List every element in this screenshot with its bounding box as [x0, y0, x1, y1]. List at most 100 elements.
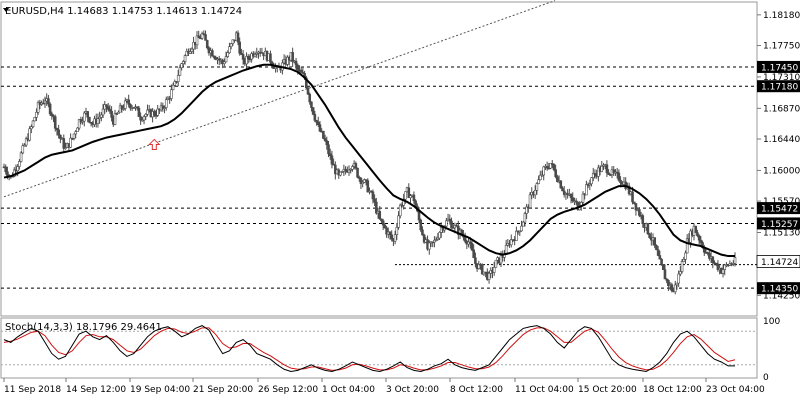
candle-body — [412, 194, 416, 202]
candle-body — [393, 234, 397, 242]
candle-body — [105, 104, 108, 108]
candle-body — [318, 124, 322, 132]
candle-body — [202, 33, 206, 36]
candle-body — [675, 282, 679, 286]
candle-body — [173, 81, 177, 86]
price-tick-label: 1.16000 — [763, 166, 800, 176]
time-tick-label: 14 Sep 12:00 — [66, 385, 126, 395]
candle-body — [229, 43, 233, 48]
candle-body — [253, 54, 257, 57]
level-tag — [757, 202, 800, 215]
candle-body — [86, 111, 89, 118]
candle-body — [171, 84, 175, 91]
candle-body — [188, 51, 192, 54]
time-axis[interactable]: 11 Sep 2018 14 Sep 12:00 19 Sep 04:00 21 Se… — [1, 377, 765, 395]
stochastic-panel[interactable]: 100 0 Stoch(14,3,3) 18.1796 29.4641 — [0, 317, 780, 383]
candle-body — [52, 115, 55, 118]
price-tick-label: 1.14250 — [763, 291, 800, 301]
candle-body — [631, 191, 634, 203]
candle-body — [115, 113, 119, 115]
candle-body — [419, 219, 423, 231]
candle-body — [615, 171, 619, 174]
candle-body — [57, 129, 60, 136]
candle-body — [661, 264, 665, 271]
candle-body — [556, 176, 559, 182]
trendline[interactable] — [3, 0, 556, 198]
candle-body — [576, 201, 580, 211]
candle-body — [223, 61, 226, 64]
candle-body — [545, 166, 549, 169]
moving-average-line — [3, 63, 735, 258]
candle-body — [144, 113, 148, 117]
candle-body — [395, 227, 399, 235]
candle-body — [108, 108, 112, 112]
time-tick-label: 21 Sep 20:00 — [193, 385, 253, 395]
horizontal-levels — [1, 66, 757, 289]
candle-body — [721, 269, 725, 274]
candle-body — [552, 163, 556, 170]
candle-body — [16, 166, 19, 172]
candle-body — [663, 269, 667, 280]
candle-body — [716, 263, 720, 271]
candle-body — [154, 114, 158, 117]
candle-body — [433, 239, 436, 243]
candle-body — [205, 40, 209, 49]
time-tick-label: 23 Oct 04:00 — [706, 385, 765, 395]
candle-body — [182, 61, 185, 64]
candle-body — [525, 206, 528, 214]
candle-body — [605, 164, 609, 174]
time-tick-label: 11 Sep 2018 — [4, 385, 61, 395]
candle-body — [731, 263, 735, 265]
candle-body — [670, 284, 674, 292]
candle-body — [679, 271, 682, 275]
candle-body — [397, 215, 400, 228]
candle-body — [361, 182, 364, 184]
candle-body — [170, 89, 173, 99]
candle-body — [315, 120, 318, 123]
candle-body — [344, 168, 347, 171]
candle-body — [204, 34, 207, 41]
up-arrow-icon — [148, 138, 161, 150]
candle-body — [569, 194, 573, 198]
candle-body — [696, 232, 699, 237]
candle-body — [110, 110, 113, 118]
candle-body — [385, 227, 388, 235]
level-tag — [757, 60, 800, 73]
stochastic-main-line — [3, 325, 735, 373]
candle-body — [450, 220, 453, 229]
candle-body — [50, 113, 54, 117]
candle-body — [383, 224, 387, 229]
stochastic-signal-line — [3, 327, 736, 371]
candle-body — [224, 56, 228, 63]
candle-body — [499, 255, 503, 264]
candle-body — [139, 116, 142, 121]
price-panel[interactable]: 1.18180 1.17750 1.17310 1.16870 1.16440 1.160… — [0, 0, 800, 317]
candle-body — [448, 218, 452, 222]
candle-body — [409, 195, 412, 199]
candle-body — [660, 258, 663, 266]
candle-body — [427, 242, 431, 250]
candle-body — [35, 111, 38, 118]
candle-body — [581, 193, 585, 203]
chevron-down-icon[interactable] — [3, 8, 9, 12]
candle-body — [380, 218, 383, 222]
candle-body — [634, 203, 638, 211]
candle-body — [402, 198, 405, 206]
candle-body — [648, 233, 651, 238]
candle-body — [680, 261, 684, 272]
candle-body — [566, 193, 569, 195]
candle-body — [43, 100, 47, 104]
candle-body — [588, 183, 592, 186]
candle-body — [98, 116, 101, 119]
candle-body — [137, 107, 141, 117]
candle-body — [689, 230, 692, 243]
candle-body — [55, 127, 59, 131]
candle-body — [549, 163, 552, 169]
candle-body — [537, 179, 540, 184]
candle-body — [163, 107, 166, 109]
candle-body — [518, 230, 522, 233]
stochastic-tick-label: 0 — [763, 373, 769, 383]
candle-body — [231, 39, 235, 44]
